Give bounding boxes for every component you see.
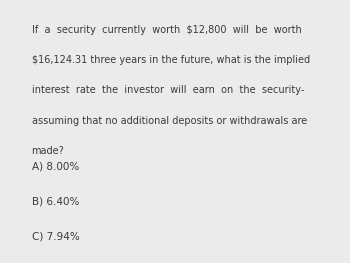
Text: A) 8.00%: A) 8.00% [32, 162, 79, 172]
Text: $16,124.31 three years in the future, what is the implied: $16,124.31 three years in the future, wh… [32, 55, 310, 65]
Text: C) 7.94%: C) 7.94% [32, 232, 79, 242]
Text: If  a  security  currently  worth  $12,800  will  be  worth: If a security currently worth $12,800 wi… [32, 25, 301, 35]
Text: interest  rate  the  investor  will  earn  on  the  security-: interest rate the investor will earn on … [32, 85, 304, 95]
Text: assuming that no additional deposits or withdrawals are: assuming that no additional deposits or … [32, 116, 307, 126]
Text: B) 6.40%: B) 6.40% [32, 197, 79, 207]
Text: made?: made? [32, 146, 64, 156]
